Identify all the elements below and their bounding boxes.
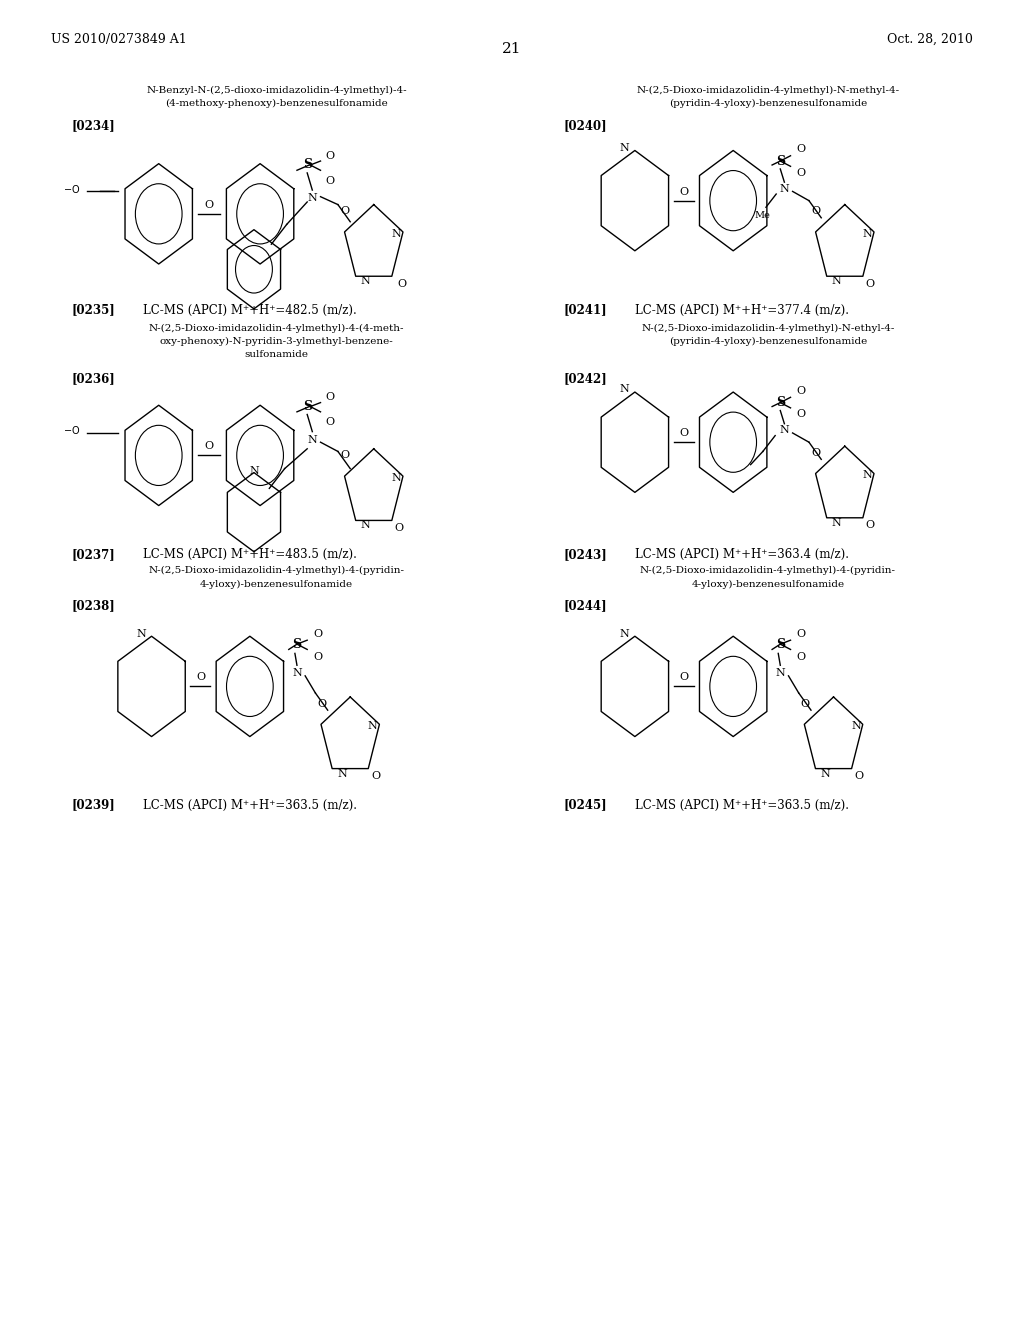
Text: 4-yloxy)-benzenesulfonamide: 4-yloxy)-benzenesulfonamide	[691, 579, 845, 589]
Text: O: O	[812, 447, 820, 458]
Text: $-$O: $-$O	[62, 182, 80, 195]
Text: (pyridin-4-yloxy)-benzenesulfonamide: (pyridin-4-yloxy)-benzenesulfonamide	[669, 99, 867, 108]
Text: N-Benzyl-N-(2,5-dioxo-imidazolidin-4-ylmethyl)-4-: N-Benzyl-N-(2,5-dioxo-imidazolidin-4-ylm…	[146, 86, 407, 95]
Text: N: N	[292, 668, 302, 678]
Text: [0241]: [0241]	[563, 304, 607, 317]
Text: N: N	[862, 228, 872, 239]
Text: O: O	[866, 279, 874, 289]
Text: N: N	[136, 628, 146, 639]
Text: N: N	[620, 628, 630, 639]
Text: (4-methoxy-phenoxy)-benzenesulfonamide: (4-methoxy-phenoxy)-benzenesulfonamide	[165, 99, 388, 108]
Text: O: O	[797, 628, 806, 639]
Text: O: O	[398, 279, 407, 289]
Text: [0238]: [0238]	[72, 599, 116, 612]
Text: [0239]: [0239]	[72, 799, 116, 812]
Text: O: O	[680, 672, 688, 682]
Text: US 2010/0273849 A1: US 2010/0273849 A1	[51, 33, 187, 46]
Text: LC-MS (APCI) M⁺+H⁺=363.5 (m/z).: LC-MS (APCI) M⁺+H⁺=363.5 (m/z).	[635, 799, 849, 812]
Text: O: O	[313, 628, 323, 639]
Text: S: S	[303, 400, 311, 413]
Text: O: O	[341, 450, 349, 461]
Text: LC-MS (APCI) M⁺+H⁺=363.5 (m/z).: LC-MS (APCI) M⁺+H⁺=363.5 (m/z).	[143, 799, 357, 812]
Text: N: N	[368, 721, 378, 731]
Text: N: N	[620, 143, 630, 153]
Text: N: N	[862, 470, 872, 480]
Text: N-(2,5-Dioxo-imidazolidin-4-ylmethyl)-4-(pyridin-: N-(2,5-Dioxo-imidazolidin-4-ylmethyl)-4-…	[640, 566, 896, 576]
Text: O: O	[812, 206, 820, 216]
Text: O: O	[197, 672, 205, 682]
Text: [0244]: [0244]	[563, 599, 607, 612]
Text: O: O	[395, 523, 403, 533]
Text: O: O	[326, 150, 335, 161]
Text: N: N	[307, 434, 317, 445]
Text: LC-MS (APCI) M⁺+H⁺=483.5 (m/z).: LC-MS (APCI) M⁺+H⁺=483.5 (m/z).	[143, 548, 357, 561]
Text: [0235]: [0235]	[72, 304, 116, 317]
Text: Me: Me	[755, 211, 771, 220]
Text: O: O	[797, 409, 806, 420]
Text: O: O	[326, 176, 335, 186]
Text: O: O	[866, 520, 874, 531]
Text: N: N	[620, 384, 630, 395]
Text: [0243]: [0243]	[563, 548, 607, 561]
Text: S: S	[293, 638, 301, 651]
Text: O: O	[797, 652, 806, 663]
Text: sulfonamide: sulfonamide	[245, 350, 308, 359]
Text: O: O	[797, 168, 806, 178]
Text: [0242]: [0242]	[563, 372, 607, 385]
Text: O: O	[680, 186, 688, 197]
Text: O: O	[205, 199, 213, 210]
Text: N: N	[820, 768, 830, 779]
Text: LC-MS (APCI) M⁺+H⁺=377.4 (m/z).: LC-MS (APCI) M⁺+H⁺=377.4 (m/z).	[635, 304, 849, 317]
Text: O: O	[326, 417, 335, 428]
Text: O: O	[797, 385, 806, 396]
Text: [0245]: [0245]	[563, 799, 607, 812]
Text: O: O	[326, 392, 335, 403]
Text: O: O	[797, 144, 806, 154]
Text: N-(2,5-Dioxo-imidazolidin-4-ylmethyl)-4-(pyridin-: N-(2,5-Dioxo-imidazolidin-4-ylmethyl)-4-…	[148, 566, 404, 576]
Text: LC-MS (APCI) M⁺+H⁺=482.5 (m/z).: LC-MS (APCI) M⁺+H⁺=482.5 (m/z).	[143, 304, 357, 317]
Text: N: N	[360, 520, 371, 531]
Text: N: N	[391, 473, 401, 483]
Text: O: O	[680, 428, 688, 438]
Text: oxy-phenoxy)-N-pyridin-3-ylmethyl-benzene-: oxy-phenoxy)-N-pyridin-3-ylmethyl-benzen…	[160, 337, 393, 346]
Text: O: O	[801, 698, 809, 709]
Text: S: S	[776, 638, 784, 651]
Text: Oct. 28, 2010: Oct. 28, 2010	[887, 33, 973, 46]
Text: [0236]: [0236]	[72, 372, 116, 385]
Text: [0234]: [0234]	[72, 119, 116, 132]
Text: O: O	[313, 652, 323, 663]
Text: N: N	[851, 721, 861, 731]
Text: N-(2,5-Dioxo-imidazolidin-4-ylmethyl)-N-methyl-4-: N-(2,5-Dioxo-imidazolidin-4-ylmethyl)-N-…	[637, 86, 899, 95]
Text: N-(2,5-Dioxo-imidazolidin-4-ylmethyl)-N-ethyl-4-: N-(2,5-Dioxo-imidazolidin-4-ylmethyl)-N-…	[641, 323, 895, 333]
Text: S: S	[776, 154, 784, 168]
Text: O: O	[372, 771, 380, 781]
Text: N: N	[249, 466, 259, 477]
Text: S: S	[303, 158, 311, 172]
Text: N: N	[779, 183, 790, 194]
Text: LC-MS (APCI) M⁺+H⁺=363.4 (m/z).: LC-MS (APCI) M⁺+H⁺=363.4 (m/z).	[635, 548, 849, 561]
Text: [0237]: [0237]	[72, 548, 116, 561]
Text: $-$O: $-$O	[62, 424, 80, 437]
Text: O: O	[341, 206, 349, 216]
Text: 21: 21	[502, 42, 522, 57]
Text: N: N	[360, 276, 371, 286]
Text: O: O	[205, 441, 213, 451]
Text: [0240]: [0240]	[563, 119, 607, 132]
Text: S: S	[776, 396, 784, 409]
Text: N-(2,5-Dioxo-imidazolidin-4-ylmethyl)-4-(4-meth-: N-(2,5-Dioxo-imidazolidin-4-ylmethyl)-4-…	[148, 323, 404, 333]
Text: (pyridin-4-yloxy)-benzenesulfonamide: (pyridin-4-yloxy)-benzenesulfonamide	[669, 337, 867, 346]
Text: N: N	[307, 193, 317, 203]
Text: 4-yloxy)-benzenesulfonamide: 4-yloxy)-benzenesulfonamide	[200, 579, 353, 589]
Text: N: N	[831, 276, 842, 286]
Text: O: O	[855, 771, 863, 781]
Text: N: N	[391, 228, 401, 239]
Text: N: N	[337, 768, 347, 779]
Text: N: N	[779, 425, 790, 436]
Text: O: O	[317, 698, 326, 709]
Text: N: N	[831, 517, 842, 528]
Text: N: N	[775, 668, 785, 678]
